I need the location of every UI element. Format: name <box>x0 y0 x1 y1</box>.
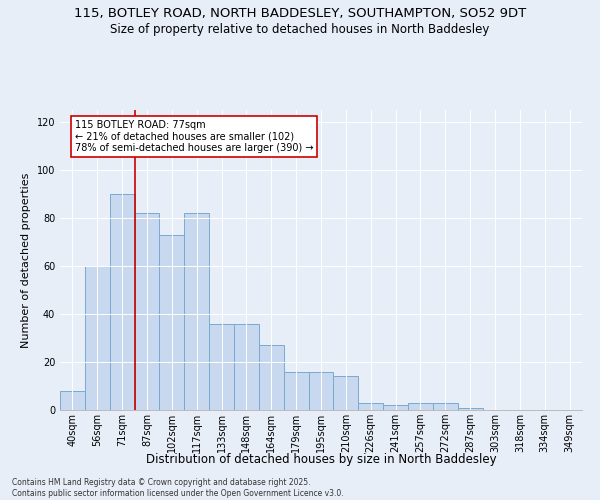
Bar <box>284 372 308 410</box>
Text: Contains HM Land Registry data © Crown copyright and database right 2025.
Contai: Contains HM Land Registry data © Crown c… <box>12 478 344 498</box>
Y-axis label: Number of detached properties: Number of detached properties <box>21 172 31 348</box>
Bar <box>234 324 259 410</box>
Bar <box>60 391 85 410</box>
Bar <box>209 324 234 410</box>
Text: 115, BOTLEY ROAD, NORTH BADDESLEY, SOUTHAMPTON, SO52 9DT: 115, BOTLEY ROAD, NORTH BADDESLEY, SOUTH… <box>74 8 526 20</box>
Bar <box>308 372 334 410</box>
Bar <box>134 213 160 410</box>
Bar <box>184 213 209 410</box>
Bar <box>160 235 184 410</box>
Bar <box>85 266 110 410</box>
Bar <box>383 405 408 410</box>
Bar <box>433 403 458 410</box>
Bar <box>358 403 383 410</box>
Text: 115 BOTLEY ROAD: 77sqm
← 21% of detached houses are smaller (102)
78% of semi-de: 115 BOTLEY ROAD: 77sqm ← 21% of detached… <box>75 120 313 153</box>
Bar <box>110 194 134 410</box>
Text: Size of property relative to detached houses in North Baddesley: Size of property relative to detached ho… <box>110 24 490 36</box>
Text: Distribution of detached houses by size in North Baddesley: Distribution of detached houses by size … <box>146 452 496 466</box>
Bar <box>408 403 433 410</box>
Bar <box>259 345 284 410</box>
Bar <box>458 408 482 410</box>
Bar <box>334 376 358 410</box>
